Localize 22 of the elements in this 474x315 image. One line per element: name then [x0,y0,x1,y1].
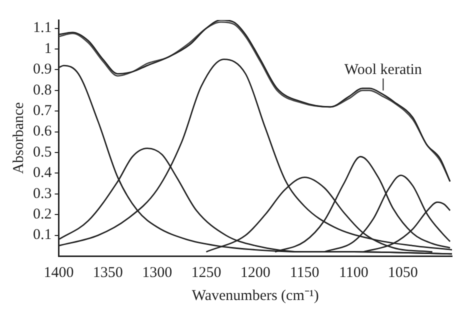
x-tick-label: 1050 [388,264,418,281]
y-tick-label: 0.9 [33,62,52,78]
y-tick-label: 0.3 [33,186,52,202]
y-tick-label: 0.8 [33,82,52,98]
y-tick-label: 0.1 [33,227,52,244]
x-tick-label: 1250 [191,264,222,281]
y-tick-label: 0.5 [33,144,52,160]
x-tick-label: 1400 [44,264,74,281]
y-tick-label: 0.6 [33,124,52,140]
y-tick-label: 1 [44,40,52,57]
x-tick-label: 1150 [290,264,320,281]
x-tick-label: 1350 [92,264,123,281]
y-tick-label: 1.1 [33,20,52,36]
x-axis-title: Wavenumbers (cm⁻¹) [192,288,319,304]
x-tick-label: 1200 [240,264,270,281]
y-tick-label: 0.4 [33,165,52,182]
y-axis-title: Absorbance [10,102,27,174]
x-tick-label: 1100 [338,264,368,281]
annotation: Wool keratin [344,62,422,78]
y-tick-label: 0.7 [33,103,52,120]
y-tick-label: 0.2 [33,206,52,223]
x-tick-label: 1300 [142,264,172,281]
